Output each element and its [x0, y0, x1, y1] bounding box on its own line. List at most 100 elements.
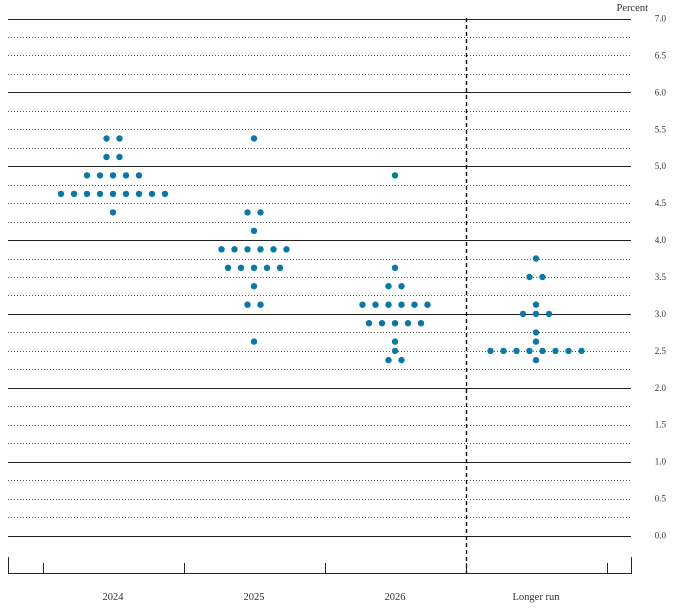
participant-dot — [250, 338, 258, 345]
label-layer: Percent 0.0 0.5 1.0 1.5 2.0 2.5 3.0 3.5 4.0 4.5 5.… — [103, 3, 667, 603]
participant-dot — [398, 356, 405, 364]
participant-dot — [116, 153, 123, 161]
participant-dot — [70, 190, 78, 198]
participant-dot — [417, 320, 425, 327]
participant-dot — [526, 347, 533, 355]
participant-dot — [250, 264, 258, 271]
participant-dot — [57, 190, 65, 198]
participant-dot — [283, 246, 290, 253]
participant-dot — [257, 246, 264, 253]
participant-dot — [116, 135, 123, 142]
y-tick-label: 0.5 — [655, 494, 667, 504]
participant-dot — [122, 172, 130, 179]
participant-dot — [237, 264, 245, 271]
y-tick-label: 5.5 — [655, 124, 667, 134]
participant-dot — [519, 310, 527, 318]
participant-dot — [148, 190, 156, 198]
y-tick-label: 2.5 — [655, 346, 667, 356]
x-category-label: 2026 — [385, 592, 406, 603]
axis-layer — [8, 18, 632, 574]
participant-dot — [96, 172, 104, 179]
participant-dot — [135, 172, 143, 179]
participant-dot — [411, 301, 418, 308]
participant-dot — [263, 264, 271, 271]
participant-dot — [391, 264, 399, 271]
participant-dot — [250, 135, 258, 142]
y-tick-label: 6.5 — [655, 50, 667, 60]
participant-dot — [532, 356, 540, 364]
participant-dot — [109, 172, 117, 179]
participant-dot — [532, 338, 540, 345]
participant-dot — [532, 255, 540, 262]
participant-dot — [526, 273, 533, 281]
participant-dot — [372, 301, 379, 308]
participant-dot — [385, 301, 392, 308]
participant-dot — [122, 190, 130, 198]
participant-dot — [385, 283, 392, 290]
participant-dot — [391, 320, 399, 327]
participant-dot — [103, 135, 110, 142]
participant-dot — [378, 320, 386, 327]
y-tick-label: 4.0 — [655, 235, 667, 245]
y-tick-label: 0.0 — [655, 531, 667, 541]
y-tick-label: 1.0 — [655, 457, 667, 467]
participant-dot — [391, 347, 399, 355]
participant-dot — [532, 329, 540, 336]
participant-dot — [545, 310, 553, 318]
participant-dot — [135, 190, 143, 198]
participant-dot — [244, 246, 251, 253]
participant-dot — [391, 172, 399, 179]
y-tick-label: 6.0 — [655, 87, 667, 97]
participant-dot — [257, 301, 264, 308]
participant-dot — [487, 347, 494, 355]
participant-dot — [424, 301, 431, 308]
participant-dot — [398, 283, 405, 290]
participant-dot — [231, 246, 238, 253]
y-tick-label: 7.0 — [655, 14, 667, 24]
participant-dot — [250, 283, 258, 290]
x-category-label: 2025 — [244, 592, 265, 603]
participant-dot — [218, 246, 225, 253]
participant-dot — [365, 320, 373, 327]
participant-dot — [500, 347, 507, 355]
participant-dot — [391, 338, 399, 345]
participant-dot — [109, 209, 117, 216]
x-category-label: Longer run — [513, 592, 561, 603]
participant-dot — [244, 209, 251, 216]
participant-dot — [83, 190, 91, 198]
participant-dot — [244, 301, 251, 308]
participant-dot — [224, 264, 232, 271]
y-tick-label: 1.5 — [655, 420, 667, 430]
participant-dot — [161, 190, 169, 198]
participant-dot — [270, 246, 277, 253]
x-category-label: 2024 — [103, 592, 125, 603]
participant-dot — [109, 190, 117, 198]
y-tick-label: 4.5 — [655, 198, 667, 208]
participant-dot — [565, 347, 572, 355]
participant-dot — [539, 273, 546, 281]
y-tick-label: 3.5 — [655, 272, 667, 282]
participant-dot — [539, 347, 546, 355]
participant-dot — [578, 347, 585, 355]
participant-dot — [513, 347, 520, 355]
participant-dot — [83, 172, 91, 179]
unit-label: Percent — [617, 3, 649, 14]
y-tick-label: 3.0 — [655, 309, 667, 319]
participant-dot — [96, 190, 104, 198]
participant-dot — [532, 310, 540, 318]
grid-layer — [8, 19, 631, 537]
participant-dot — [103, 153, 110, 161]
participant-dot — [552, 347, 559, 355]
participant-dot — [398, 301, 405, 308]
y-tick-label: 2.0 — [655, 383, 667, 393]
y-tick-label: 5.0 — [655, 161, 667, 171]
participant-dot — [276, 264, 284, 271]
participant-dot — [532, 301, 540, 308]
participant-dot — [404, 320, 412, 327]
participant-dot — [257, 209, 264, 216]
participant-dot — [250, 227, 258, 234]
participant-dot — [385, 356, 392, 364]
participant-dot — [359, 301, 366, 308]
dots-layer — [57, 135, 585, 364]
